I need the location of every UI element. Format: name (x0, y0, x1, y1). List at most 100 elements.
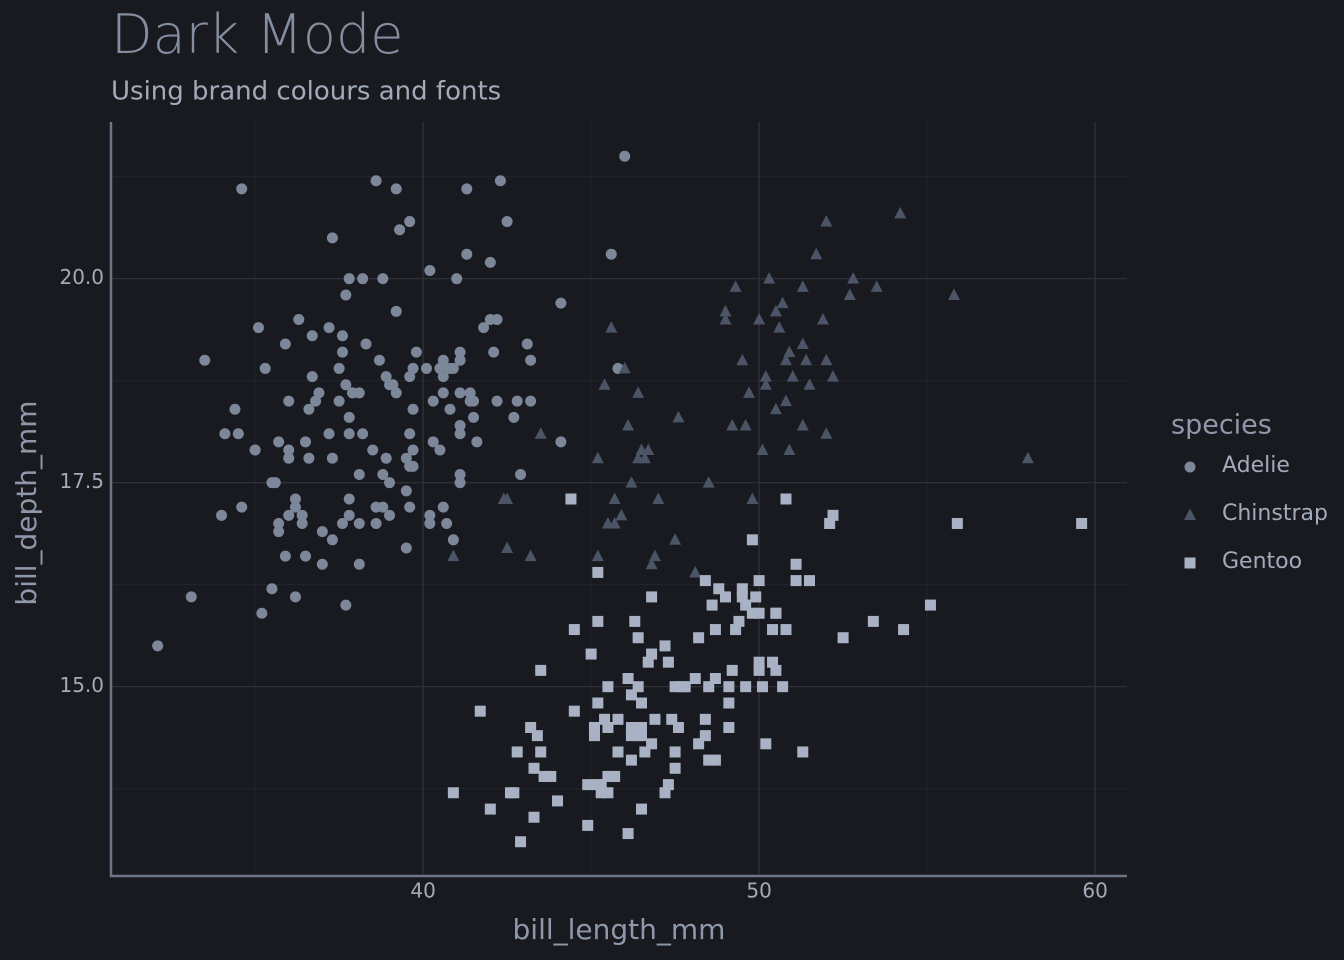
point (740, 599, 752, 611)
y-tick-label: 15.0 (59, 673, 104, 697)
point (612, 713, 624, 725)
point (370, 501, 382, 513)
point (343, 493, 355, 505)
point (343, 428, 355, 440)
point (642, 443, 655, 456)
point (870, 280, 883, 292)
point (605, 248, 617, 260)
point (632, 632, 644, 644)
point (447, 534, 459, 546)
point (394, 224, 406, 236)
point (531, 730, 543, 742)
point (370, 517, 382, 529)
point (779, 394, 792, 407)
point (636, 697, 648, 709)
point (625, 476, 638, 488)
point (370, 175, 382, 187)
point (602, 681, 614, 693)
point (769, 304, 782, 317)
point (515, 469, 527, 481)
legend-title: species (1171, 410, 1272, 441)
point (252, 322, 264, 334)
point (703, 754, 715, 766)
point (427, 436, 439, 448)
point (723, 681, 735, 693)
point (713, 583, 725, 595)
point (645, 557, 658, 570)
point (608, 516, 621, 529)
point (588, 721, 600, 733)
point (373, 354, 385, 366)
point (894, 206, 907, 219)
point (326, 452, 338, 464)
point (410, 346, 422, 358)
point (646, 591, 658, 603)
point (585, 648, 597, 660)
point (659, 640, 671, 652)
point (424, 265, 436, 277)
point (753, 607, 765, 619)
legend-marker (1184, 461, 1196, 473)
point (810, 247, 823, 260)
point (837, 632, 849, 644)
point (642, 656, 654, 668)
legend-label: Adelie (1222, 453, 1290, 478)
point (827, 509, 839, 521)
point (377, 469, 389, 481)
point (444, 362, 456, 374)
point (689, 673, 701, 685)
x-tick-label: 40 (410, 879, 435, 903)
point (820, 427, 833, 439)
point (659, 787, 671, 799)
point (336, 346, 348, 358)
point (629, 615, 641, 627)
point (296, 509, 308, 521)
point (501, 216, 513, 228)
point (598, 378, 611, 390)
point (796, 280, 809, 292)
point (491, 395, 503, 407)
point (535, 746, 547, 758)
point (790, 558, 802, 570)
point (924, 599, 936, 611)
point (609, 770, 621, 782)
point (441, 517, 453, 529)
point (615, 508, 628, 521)
point (407, 460, 419, 472)
point (599, 713, 611, 725)
point (283, 509, 295, 521)
point (736, 583, 748, 595)
point (229, 403, 241, 415)
point (279, 550, 291, 562)
point (454, 354, 466, 366)
point (592, 697, 604, 709)
point (521, 338, 533, 350)
point (736, 591, 748, 603)
point (867, 615, 879, 627)
point (847, 272, 860, 284)
point (672, 721, 684, 733)
point (592, 566, 604, 578)
x-tick-label: 50 (746, 879, 771, 903)
point (427, 395, 439, 407)
point (323, 428, 335, 440)
point (326, 232, 338, 244)
point (733, 615, 745, 627)
point (340, 379, 352, 391)
point (608, 492, 621, 504)
point (780, 624, 792, 636)
point (588, 730, 600, 742)
point (662, 779, 674, 791)
point (555, 436, 567, 448)
point (390, 387, 402, 399)
point (390, 183, 402, 195)
point (491, 313, 503, 325)
point (726, 664, 738, 676)
point (709, 754, 721, 766)
point (703, 681, 715, 693)
x-axis-title: bill_length_mm (513, 913, 726, 946)
point (669, 681, 681, 693)
point (769, 402, 782, 415)
point (420, 362, 432, 374)
point (303, 452, 315, 464)
